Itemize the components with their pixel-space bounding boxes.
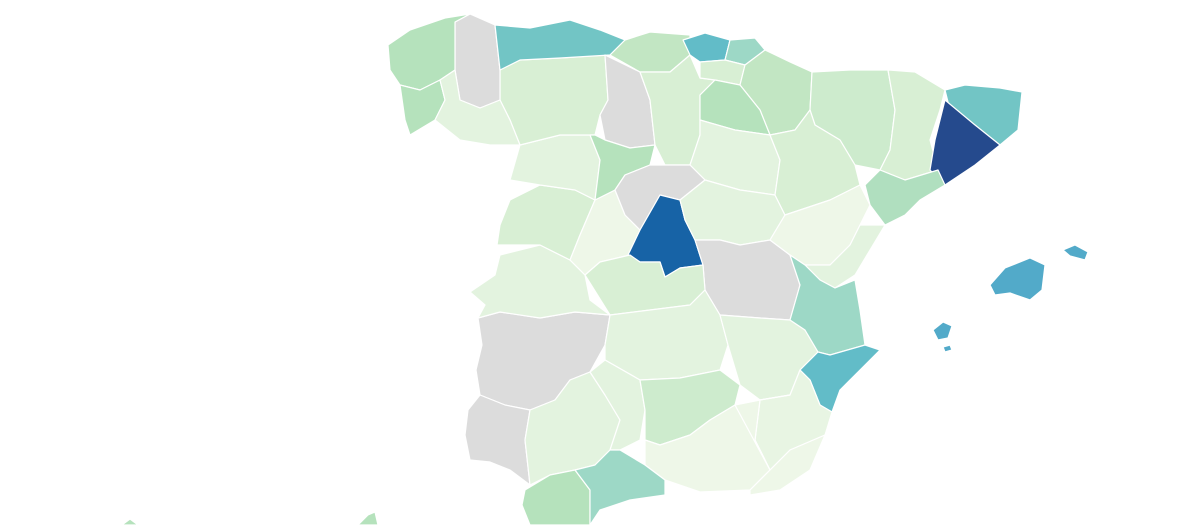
region-formentera[interactable]	[942, 344, 953, 353]
region-menorca[interactable]	[1062, 244, 1089, 261]
region-pontevedra[interactable]	[399, 79, 446, 136]
region-cordoba[interactable]	[589, 359, 646, 451]
region-tarragona[interactable]	[864, 169, 946, 226]
region-malaga[interactable]	[574, 449, 666, 525]
region-canary-west[interactable]	[121, 518, 139, 525]
region-ibiza[interactable]	[932, 321, 953, 341]
region-huelva[interactable]	[464, 394, 531, 486]
region-canary-east[interactable]	[357, 511, 379, 525]
region-almeria[interactable]	[734, 394, 826, 496]
region-leon[interactable]	[499, 54, 609, 146]
region-barcelona[interactable]	[929, 99, 1001, 186]
region-ciudad-real[interactable]	[604, 289, 729, 381]
region-mallorca[interactable]	[989, 257, 1046, 301]
region-lugo[interactable]	[454, 13, 501, 109]
region-caceres[interactable]	[469, 244, 611, 319]
region-ourense[interactable]	[434, 69, 521, 146]
